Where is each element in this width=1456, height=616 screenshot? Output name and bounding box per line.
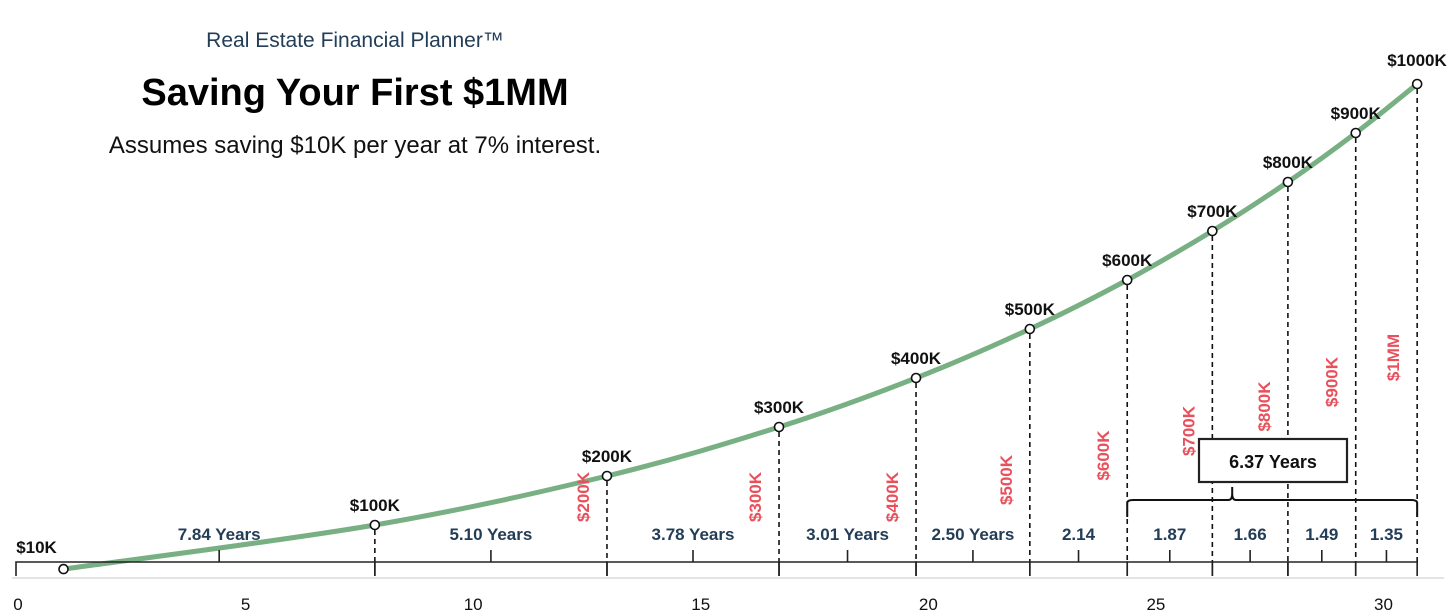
milestone-label: $900K (1331, 104, 1382, 123)
brand-subtitle: Real Estate Financial Planner™ (206, 29, 504, 52)
interval-brace (1126, 550, 1214, 576)
rotated-milestone-label: $200K (574, 471, 593, 522)
milestone-point (1411, 78, 1423, 90)
x-tick-label: 5 (241, 595, 250, 614)
x-tick-label: 0 (13, 595, 22, 614)
interval-brace (1287, 550, 1357, 576)
interval-label: 7.84 Years (178, 525, 261, 544)
rotated-milestone-label: $300K (746, 471, 765, 522)
interval-brace (606, 550, 780, 576)
chart-subtitle: Assumes saving $10K per year at 7% inter… (108, 132, 602, 159)
milestone-point (601, 470, 613, 482)
x-tick-label: 20 (919, 595, 938, 614)
milestone-label: $300K (754, 398, 805, 417)
interval-label: 1.66 (1234, 525, 1267, 544)
milestone-label: $100K (350, 496, 401, 515)
milestone-point (910, 372, 922, 384)
milestone-point (1121, 274, 1133, 286)
interval-brace (1029, 550, 1129, 576)
annotation-label: 6.37 Years (1229, 452, 1317, 472)
milestone-label: $700K (1187, 202, 1238, 221)
milestone-point (1350, 127, 1362, 139)
interval-label: 5.10 Years (449, 525, 532, 544)
milestone-point (1024, 323, 1036, 335)
interval-label: 2.50 Years (931, 525, 1014, 544)
milestone-point (1282, 176, 1294, 188)
interval-brace (778, 550, 917, 576)
x-tick-label: 25 (1146, 595, 1165, 614)
rotated-milestone-label: $400K (883, 471, 902, 522)
interval-label: 2.14 (1062, 525, 1096, 544)
rotated-milestone-label: $1MM (1384, 334, 1403, 381)
milestone-point (773, 421, 785, 433)
rotated-milestone-label: $600K (1094, 430, 1113, 481)
rotated-milestone-label: $700K (1179, 405, 1198, 456)
milestone-label: $10K (16, 538, 57, 557)
rotated-milestone-label: $800K (1255, 381, 1274, 432)
interval-label: 3.01 Years (806, 525, 889, 544)
interval-brace (374, 550, 608, 576)
interval-brace (15, 550, 376, 576)
milestone-point (1207, 225, 1218, 237)
milestone-point (58, 563, 69, 575)
x-tick-label: 30 (1374, 595, 1393, 614)
rotated-milestone-label: $500K (997, 454, 1016, 505)
interval-label: 1.87 (1153, 525, 1186, 544)
interval-brace (915, 550, 1031, 576)
rotated-milestone-label: $900K (1323, 356, 1342, 407)
milestone-label: $200K (582, 447, 633, 466)
milestone-label: $600K (1102, 251, 1153, 270)
interval-brace (1354, 550, 1418, 576)
milestone-point (369, 519, 381, 531)
milestone-label: $1000K (1387, 51, 1447, 70)
milestone-label: $400K (891, 349, 942, 368)
savings-curve (61, 81, 1420, 572)
milestone-label: $800K (1263, 153, 1314, 172)
interval-label: 1.49 (1305, 525, 1338, 544)
interval-brace (1211, 550, 1289, 576)
interval-label: 3.78 Years (652, 525, 735, 544)
milestone-label: $500K (1005, 300, 1056, 319)
x-tick-label: 10 (464, 595, 483, 614)
x-tick-label: 15 (691, 595, 710, 614)
annotation-box (1197, 437, 1349, 484)
chart-title: Saving Your First $1MM (141, 72, 569, 114)
annotation-brace (1126, 487, 1419, 517)
interval-label: 1.35 (1370, 525, 1403, 544)
